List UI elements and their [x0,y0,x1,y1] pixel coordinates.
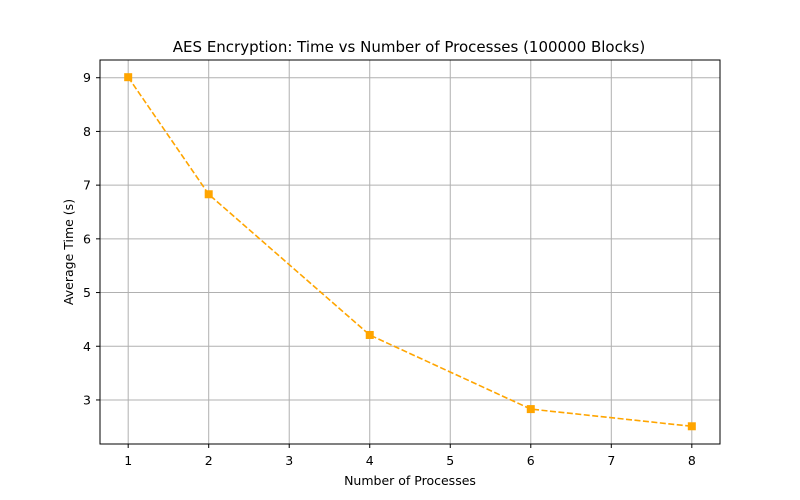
y-tick-label: 6 [83,231,91,246]
grid-lines [100,60,720,444]
y-tick-label: 3 [83,392,91,407]
x-tick-label: 2 [205,453,213,468]
x-tick-label: 1 [124,453,132,468]
y-tick-label: 7 [83,178,91,193]
x-axis-label: Number of Processes [344,473,476,488]
y-tick-label: 5 [83,285,91,300]
chart-title: AES Encryption: Time vs Number of Proces… [173,38,645,56]
x-tick-label: 7 [607,453,615,468]
y-tick-label: 8 [83,124,91,139]
y-tick-label: 9 [83,70,91,85]
data-point [687,422,696,431]
x-tick-label: 6 [527,453,535,468]
x-axis-ticks: 1 2 3 4 5 6 7 8 [124,444,696,468]
series-line [127,76,692,428]
x-tick-label: 5 [446,453,454,468]
x-tick-label: 4 [366,453,374,468]
data-point [365,330,374,339]
x-tick-label: 3 [285,453,293,468]
y-tick-label: 4 [83,339,91,354]
data-point [124,73,133,82]
x-tick-label: 8 [688,453,696,468]
y-axis-label: Average Time (s) [61,199,76,305]
series-layer [124,73,696,431]
plot-frame [99,59,721,445]
data-point [204,190,213,199]
y-axis-ticks: 3 4 5 6 7 8 9 [83,70,100,407]
data-point [526,405,535,414]
